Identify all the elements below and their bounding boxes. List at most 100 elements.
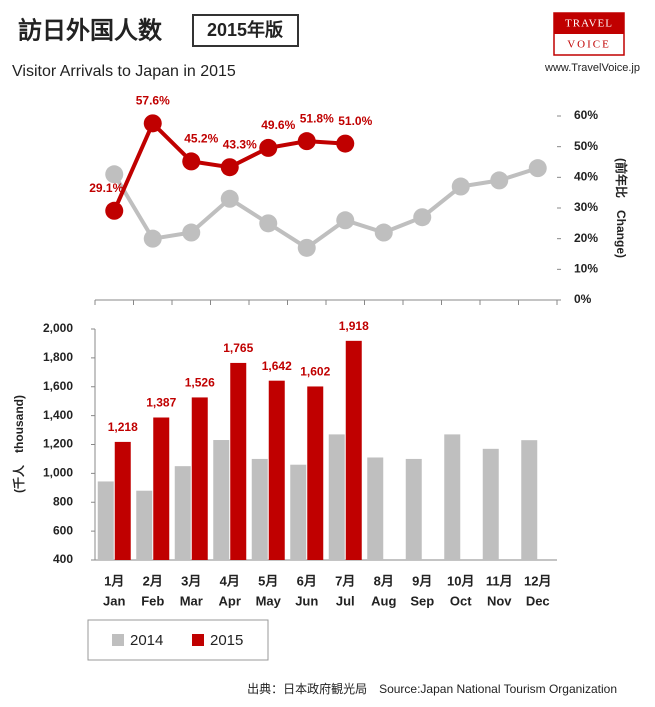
series-point — [528, 159, 547, 178]
bar — [268, 380, 285, 560]
x-tick-label: Dec — [526, 593, 550, 608]
x-tick-label: 1月 — [104, 573, 124, 588]
y2-tick-label: 40% — [574, 170, 598, 184]
data-label: 1,602 — [300, 365, 330, 379]
bar — [444, 434, 461, 560]
y-tick-label: 400 — [53, 552, 73, 566]
y-tick-label: 2,000 — [43, 321, 73, 335]
y-tick-label: 1,600 — [43, 379, 73, 393]
series-point — [374, 223, 393, 242]
y2-tick-label: 50% — [574, 139, 598, 153]
series-point — [490, 171, 509, 190]
x-tick-label: 5月 — [258, 573, 278, 588]
data-label: 49.6% — [261, 118, 295, 132]
x-tick-label: 3月 — [181, 573, 201, 588]
y2-tick-label: 30% — [574, 200, 598, 214]
series-point — [297, 132, 316, 151]
data-label: 57.6% — [136, 94, 170, 108]
bar — [367, 457, 384, 560]
series-point — [413, 208, 432, 227]
y2-axis-label: (前年比 Change) — [614, 158, 629, 258]
series-point — [220, 158, 239, 177]
data-label: 1,765 — [223, 341, 253, 355]
bar — [307, 386, 324, 560]
series-point — [182, 152, 201, 171]
x-tick-label: Nov — [487, 593, 512, 608]
series-point — [259, 138, 278, 157]
x-tick-label: Jun — [295, 593, 318, 608]
y-axis-label: (千人 thousand) — [11, 395, 26, 493]
x-tick-label: 11月 — [486, 573, 513, 588]
source: 出典：日本政府観光局 Source:Japan National Tourism… — [247, 681, 617, 696]
x-tick-label: May — [256, 593, 282, 608]
x-tick-label: Oct — [450, 593, 472, 608]
bar — [153, 417, 170, 560]
y2-tick-label: 10% — [574, 262, 598, 276]
bar — [97, 481, 114, 560]
edition-box — [192, 14, 299, 47]
y2-tick-label: 60% — [574, 108, 598, 122]
bar — [521, 440, 538, 560]
x-tick-label: 10月 — [447, 573, 474, 588]
data-label: 1,387 — [146, 396, 176, 410]
data-label: 51.8% — [300, 111, 334, 125]
data-label: 45.2% — [184, 132, 218, 146]
bar — [213, 440, 230, 560]
edition: 2015年版 — [207, 19, 283, 40]
y-tick-label: 1,800 — [43, 350, 73, 364]
subtitle: Visitor Arrivals to Japan in 2015 — [12, 63, 236, 80]
data-label: 1,642 — [262, 359, 292, 373]
series-point — [336, 134, 355, 153]
x-tick-label: 2月 — [143, 573, 163, 588]
title: 訪日外国人数 — [18, 16, 163, 44]
series-point — [259, 214, 278, 233]
series-line — [112, 166, 539, 251]
logo-top: TRAVEL — [565, 18, 613, 30]
bar — [345, 340, 362, 560]
data-label: 1,526 — [185, 376, 215, 390]
y-tick-label: 600 — [53, 523, 73, 537]
series-point — [451, 177, 470, 196]
series-point — [105, 165, 124, 184]
y2-tick-label: 0% — [574, 292, 592, 306]
bar — [114, 441, 131, 560]
data-label: 51.0% — [338, 114, 372, 128]
y-tick-label: 1,000 — [43, 466, 73, 480]
x-tick-label: Sep — [410, 593, 434, 608]
x-tick-label: 4月 — [220, 573, 240, 588]
bar — [230, 362, 247, 560]
data-label: 29.1% — [89, 181, 123, 195]
x-tick-label: Apr — [219, 593, 241, 608]
legend-label: 2014 — [130, 632, 163, 649]
legend-swatch — [192, 634, 204, 646]
series-point — [105, 201, 124, 220]
x-tick-label: Feb — [141, 593, 164, 608]
legend-swatch — [112, 634, 124, 646]
data-label: 1,918 — [339, 319, 369, 333]
x-tick-label: 9月 — [412, 573, 432, 588]
y-tick-label: 1,200 — [43, 437, 73, 451]
url: www.TravelVoice.jp — [544, 62, 640, 74]
bar — [174, 466, 191, 560]
series-point — [143, 114, 162, 133]
x-tick-label: Jan — [103, 593, 125, 608]
bar — [251, 458, 268, 560]
y-tick-label: 1,400 — [43, 408, 73, 422]
bar — [191, 397, 208, 560]
bar — [482, 448, 499, 560]
series-point — [297, 238, 316, 257]
x-tick-label: 12月 — [524, 573, 551, 588]
x-tick-label: 8月 — [374, 573, 394, 588]
series-point — [336, 211, 355, 230]
x-tick-label: 6月 — [297, 573, 317, 588]
bar — [136, 490, 153, 560]
data-label: 43.3% — [223, 137, 257, 151]
series-point — [182, 223, 201, 242]
bar — [328, 434, 345, 560]
y2-tick-label: 20% — [574, 231, 598, 245]
bar — [290, 464, 307, 560]
logo-band — [554, 13, 624, 34]
x-tick-label: Jul — [336, 593, 355, 608]
x-tick-label: Mar — [180, 593, 203, 608]
